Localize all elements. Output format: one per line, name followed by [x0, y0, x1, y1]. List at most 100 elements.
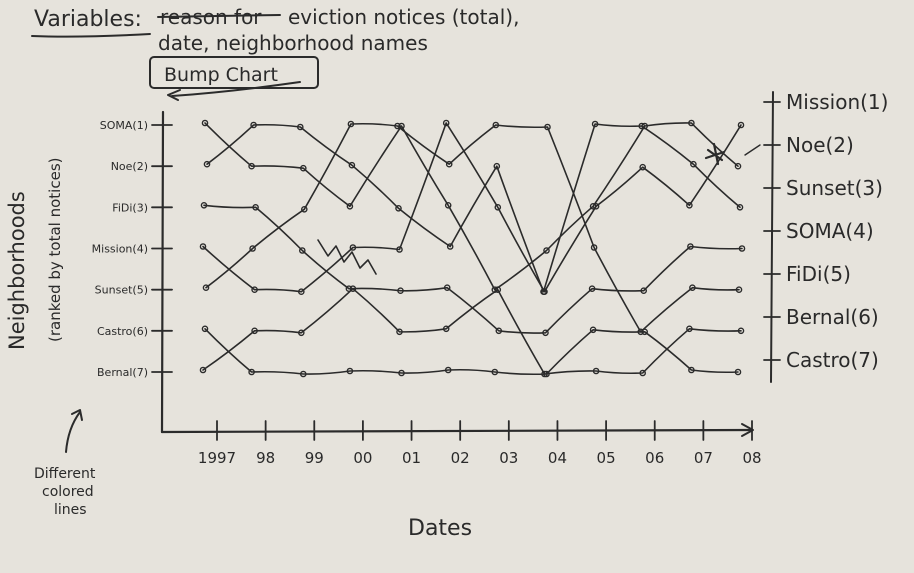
series-line-soma: [203, 204, 743, 334]
series-point-castro: [398, 369, 405, 377]
series-point-bernal: [737, 327, 745, 335]
side-note-line1: Different: [34, 466, 96, 482]
pointer-arrow: [744, 144, 761, 156]
series-point-fidi: [590, 244, 598, 251]
series-point-soma: [200, 201, 208, 209]
series-point-noe: [201, 119, 209, 127]
series-point-fidi: [492, 121, 500, 129]
series-point-bernal: [297, 329, 305, 337]
right-rank-label: Sunset(3): [786, 176, 883, 200]
series-point-castro: [444, 366, 452, 374]
series-point-soma: [640, 287, 648, 295]
series-point-bernal: [442, 325, 450, 333]
x-axis-tick-label: 07: [694, 449, 713, 467]
series-point-sunset: [540, 288, 547, 296]
zigzag-scribble: [317, 239, 377, 275]
series-point-castro: [299, 370, 307, 378]
series-point-sunset: [591, 120, 599, 128]
right-rank-label: SOMA(4): [786, 219, 874, 243]
x-axis-tick-label: 03: [499, 449, 518, 467]
series-point-soma: [252, 203, 259, 211]
series-point-soma: [738, 245, 746, 252]
series-point-fidi: [300, 205, 308, 213]
x-axis-tick-label: 00: [353, 449, 372, 467]
left-rank-label: Noe(2): [111, 160, 148, 173]
underline-arrow-icon: [167, 89, 181, 101]
x-axis-tick-label: 05: [597, 449, 616, 467]
left-rank-label: Sunset(5): [95, 284, 148, 297]
series-point-castro: [589, 326, 597, 334]
series-point-bernal: [494, 286, 502, 294]
series-point-soma: [495, 327, 503, 335]
series-point-noe: [248, 162, 255, 170]
left-rank-label: Bernal(7): [97, 366, 148, 379]
side-note-line2: colored: [42, 484, 94, 500]
x-axis-tick-label: 98: [256, 449, 275, 467]
series-point-mission: [199, 243, 207, 250]
series-point-castro: [491, 368, 499, 376]
series-line-sunset: [206, 123, 741, 293]
series-point-sunset: [250, 121, 257, 129]
series-point-sunset: [348, 161, 356, 169]
chart-type-box: [149, 56, 319, 89]
y-axis-title: Neighborhoods: [5, 191, 29, 350]
series-point-bernal: [639, 369, 647, 377]
series-point-castro: [248, 368, 255, 376]
series-line-noe: [204, 122, 739, 291]
series-point-mission: [442, 119, 450, 127]
series-point-castro: [734, 368, 742, 376]
y-axis-line: [160, 110, 165, 434]
x-axis-tick-label: 02: [451, 449, 470, 467]
series-point-mission: [251, 286, 258, 294]
y-axis-subtitle: (ranked by total notices): [46, 158, 64, 343]
series-point-castro: [688, 366, 695, 374]
x-axis-tick-label: 1997: [198, 449, 236, 467]
header-notes: Variables: reason for eviction notices (…: [31, 5, 519, 101]
series-point-fidi: [689, 284, 696, 292]
series-point-fidi: [445, 160, 453, 168]
series-point-fidi: [202, 284, 210, 292]
series-point-fidi: [735, 286, 743, 294]
series-point-castro: [543, 370, 550, 378]
series-point-fidi: [544, 123, 551, 131]
scribble-mark: [704, 142, 726, 166]
x-axis-tick-label: 99: [305, 449, 324, 467]
bump-lines: [199, 119, 746, 378]
y-axis-title-line2: (ranked by total notices): [46, 158, 64, 343]
series-point-fidi: [394, 122, 401, 130]
series-point-bernal: [199, 366, 207, 374]
x-axis-tick-label: 01: [402, 449, 421, 467]
series-point-sunset: [736, 203, 744, 211]
series-point-castro: [641, 328, 649, 336]
left-rank-label: Castro(6): [97, 325, 148, 338]
chart-type-label: Bump Chart: [164, 64, 278, 86]
series-point-sunset: [395, 204, 402, 212]
left-rank-label: FiDi(3): [112, 201, 148, 214]
series-point-sunset: [203, 160, 211, 168]
series-point-soma: [588, 285, 596, 293]
left-rank-label: Mission(4): [92, 243, 148, 256]
series-point-bernal: [592, 367, 600, 375]
series-point-noe: [444, 201, 452, 209]
chart-type-underline: [171, 81, 301, 97]
variables-underline: [31, 33, 151, 38]
right-axis-line: [770, 91, 774, 383]
series-point-noe: [543, 247, 550, 254]
series-point-mission: [297, 288, 305, 296]
axes: Dates: [160, 91, 774, 541]
series-point-fidi: [347, 120, 355, 128]
series-point-soma: [298, 247, 306, 254]
x-axis-title: Dates: [408, 516, 472, 541]
series-point-mission: [349, 244, 357, 251]
series-point-mission: [396, 246, 403, 253]
series-point-bernal: [251, 327, 258, 335]
series-line-castro: [204, 328, 739, 376]
series-point-noe: [299, 164, 307, 172]
right-rank-label: Bernal(6): [786, 305, 879, 329]
series-point-soma: [542, 329, 549, 337]
side-note-line3: lines: [54, 502, 87, 518]
series-point-sunset: [690, 160, 697, 168]
series-point-soma: [687, 243, 694, 250]
x-axis-tick-label: 04: [548, 449, 567, 467]
